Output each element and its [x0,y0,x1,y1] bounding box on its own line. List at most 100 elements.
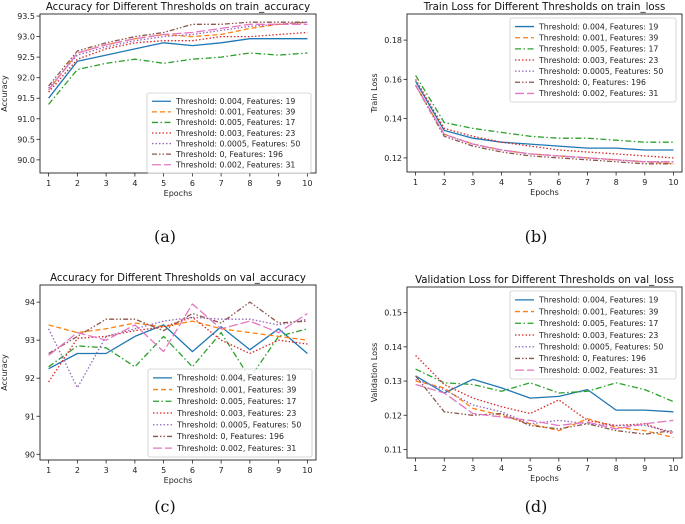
legend-label-2: Threshold: 0.001, Features: 39 [538,34,658,43]
y-tick-label: 91 [25,412,35,421]
x-tick-label: 9 [642,178,647,187]
y-tick-label: 0.14 [384,343,402,352]
legend-label-5: Threshold: 0.0005, Features: 50 [176,421,301,430]
series-line-7 [48,23,308,91]
x-tick-label: 1 [413,178,418,187]
y-axis-label: Validation Loss [370,343,379,403]
x-tick-label: 7 [585,178,590,187]
legend-label-3: Threshold: 0.005, Features: 17 [175,118,295,127]
x-tick-label: 3 [104,179,109,188]
y-tick-label: 0.16 [384,75,402,84]
series-line-7 [415,84,674,163]
legend-label-7: Threshold: 0.002, Features: 31 [538,89,658,98]
x-tick-label: 3 [470,178,475,187]
panel-label-a: (a) [153,227,177,246]
series-line-6 [48,21,308,87]
legend-label-6: Threshold: 0, Features: 196 [538,354,646,363]
x-tick-label: 7 [219,179,224,188]
legend-label-2: Threshold: 0.001, Features: 39 [176,385,296,394]
y-tick-label: 0.12 [384,411,402,420]
series-line-1 [415,80,674,151]
series-line-6 [48,301,308,355]
x-tick-label: 5 [528,464,533,473]
series-line-1 [48,38,308,99]
legend-label-3: Threshold: 0.005, Features: 17 [176,397,296,406]
x-tick-label: 2 [75,179,80,188]
x-axis-label: Epochs [164,476,193,485]
x-tick-label: 3 [104,466,109,475]
panel-label-c: (c) [154,497,176,516]
y-tick-label: 0.12 [384,154,402,163]
y-tick-label: 90 [25,450,35,459]
series-line-4 [415,354,674,435]
chart-panel-3: Accuracy for Different Thresholds on val… [0,273,317,485]
x-tick-label: 8 [247,466,252,475]
chart-panel-2: Train Loss for Different Thresholds on t… [370,2,683,197]
legend-label-1: Threshold: 0.004, Features: 19 [176,374,296,383]
x-tick-label: 4 [499,178,504,187]
y-tick-label: 91.0 [17,115,35,124]
x-tick-label: 6 [190,179,195,188]
y-tick-label: 93.0 [17,33,35,42]
x-tick-label: 2 [75,466,80,475]
x-tick-label: 4 [132,179,137,188]
y-tick-label: 92.0 [17,74,35,83]
x-axis-label: Epochs [164,189,193,198]
x-tick-label: 9 [642,464,647,473]
series-group [415,75,674,165]
series-line-6 [415,84,674,165]
series-line-5 [48,316,308,389]
y-tick-label: 0.11 [384,445,402,454]
y-tick-label: 94 [25,298,35,307]
x-tick-label: 10 [302,466,312,475]
chart-title: Validation Loss for Different Thresholds… [415,275,674,286]
x-tick-label: 10 [668,178,678,187]
y-tick-label: 0.13 [384,377,402,386]
x-tick-label: 9 [276,179,281,188]
x-tick-label: 1 [413,464,418,473]
axes-frame [39,284,317,461]
axes-frame [406,286,683,459]
series-line-2 [415,380,674,439]
series-line-5 [48,21,308,89]
series-line-3 [415,368,674,403]
legend-label-3: Threshold: 0.005, Features: 17 [538,319,658,328]
y-axis-label: Accuracy [0,75,9,112]
x-tick-label: 7 [585,464,590,473]
series-line-2 [48,320,308,341]
x-tick-label: 6 [556,464,561,473]
panel-label-b: (b) [524,227,548,246]
series-line-6 [415,375,674,435]
y-tick-label: 92.5 [17,53,35,62]
y-tick-label: 91.5 [17,94,35,103]
legend-label-1: Threshold: 0.004, Features: 19 [538,296,658,305]
x-tick-label: 5 [528,178,533,187]
legend-label-4: Threshold: 0.003, Features: 23 [175,129,295,138]
chart-title: Train Loss for Different Thresholds on t… [423,2,666,13]
series-group [48,21,308,105]
series-line-3 [415,75,674,143]
legend-label-6: Threshold: 0, Features: 196 [175,150,283,159]
series-group [48,301,308,389]
x-tick-label: 5 [161,466,166,475]
chart-panel-4: Validation Loss for Different Thresholds… [370,275,683,483]
series-group [415,354,674,439]
legend-label-4: Threshold: 0.003, Features: 23 [538,56,658,65]
x-tick-label: 6 [556,178,561,187]
x-axis-label: Epochs [530,474,559,483]
legend-label-1: Threshold: 0.004, Features: 19 [538,22,658,31]
chart-panel-1: Accuracy for Different Thresholds on tra… [0,2,317,198]
y-tick-label: 92 [25,374,35,383]
x-tick-label: 3 [470,464,475,473]
legend-label-7: Threshold: 0.002, Features: 31 [176,444,296,453]
series-line-7 [48,303,308,356]
series-line-5 [415,378,674,433]
legend-label-5: Threshold: 0.0005, Features: 50 [538,343,663,352]
x-tick-label: 4 [499,464,504,473]
series-line-1 [415,375,674,413]
y-tick-label: 90.0 [17,156,35,165]
series-line-1 [48,324,308,370]
series-line-3 [48,52,308,105]
x-tick-label: 5 [161,179,166,188]
